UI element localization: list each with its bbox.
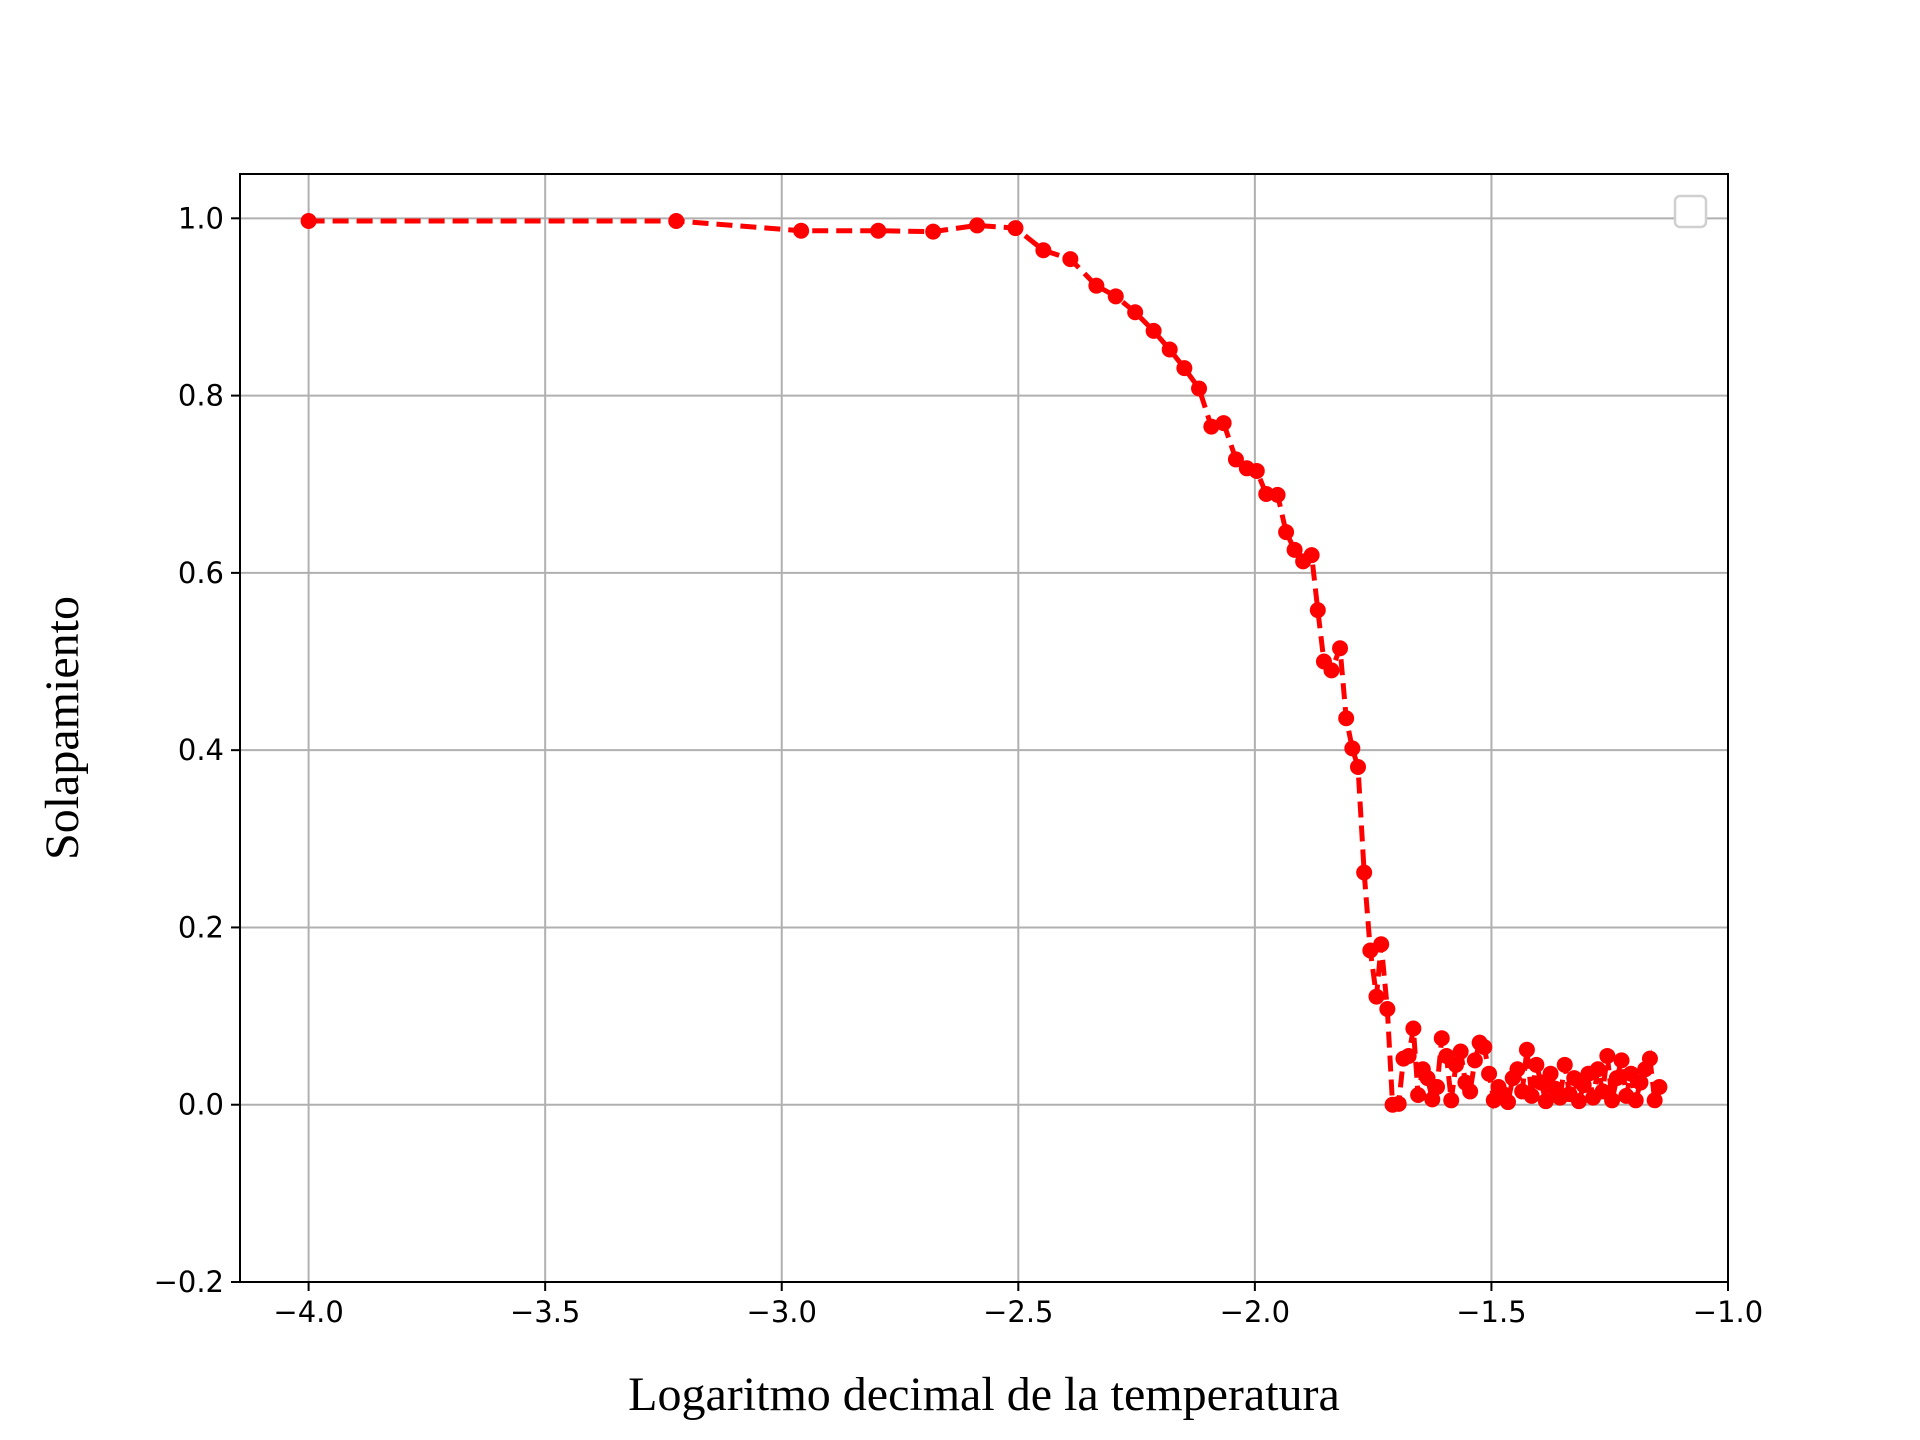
data-point [1176,360,1193,377]
data-point [1390,1095,1407,1112]
data-point [1344,740,1361,757]
data-point [1410,1086,1427,1103]
x-tick-label: −1.0 [1693,1295,1763,1329]
data-point [1476,1039,1493,1056]
data-point [1481,1065,1498,1082]
data-line [308,218,1662,1111]
data-point [1303,547,1320,564]
data-point [1278,524,1295,541]
y-tick-label: 0.6 [178,556,224,590]
y-tick-label: 1.0 [178,201,224,235]
data-point [668,212,685,229]
data-point [1227,451,1244,468]
data-point [1191,380,1208,397]
data-point [1604,1092,1621,1109]
data-point [1424,1091,1441,1108]
y-tick-label: 0.4 [178,733,224,767]
data-point [1466,1052,1483,1069]
data-point [1509,1061,1526,1078]
x-tick-label: −3.0 [747,1295,817,1329]
data-point [1356,864,1373,881]
data-point [1528,1056,1545,1073]
data-point [1608,1070,1625,1087]
data-point [1599,1047,1616,1064]
data-point [1499,1094,1516,1111]
y-tick-label: −0.2 [154,1265,224,1299]
data-point [925,223,942,240]
data-point [969,217,986,234]
data-point [1379,1000,1396,1017]
data-point [1462,1083,1479,1100]
data-point [1447,1056,1464,1073]
data-point [1161,341,1178,358]
plot-frame [239,173,1729,1283]
data-point [1589,1061,1606,1078]
data-point [1286,541,1303,558]
data-point [1309,602,1326,619]
data-point [300,212,317,229]
data-point [1350,759,1367,776]
y-tick-label: 0.2 [178,910,224,944]
data-point [1627,1092,1644,1109]
data-point [1556,1056,1573,1073]
x-tick-label: −1.5 [1456,1295,1526,1329]
data-point [1368,988,1385,1005]
data-point [1203,418,1220,435]
data-point [1035,242,1052,259]
data-point [1570,1093,1587,1110]
y-axis-label: Solapamiento [36,596,89,860]
data-point [1523,1087,1540,1104]
data-point [1443,1092,1460,1109]
data-point [1248,462,1265,479]
data-point [1651,1078,1668,1095]
data-point [1632,1074,1649,1091]
data-point [1433,1030,1450,1047]
data-point [1269,486,1286,503]
data-point [1088,277,1105,294]
data-point [1537,1093,1554,1110]
data-point [1641,1050,1658,1067]
data-point [1127,304,1144,321]
data-point [1452,1043,1469,1060]
data-point [1332,640,1349,657]
x-tick-label: −3.5 [510,1295,580,1329]
x-axis-label: Logaritmo decimal de la temperatura [628,1368,1340,1421]
data-point [1323,662,1340,679]
data-point [1613,1052,1630,1069]
x-tick-label: −2.5 [983,1295,1053,1329]
data-point [1107,288,1124,305]
data-point [793,222,810,239]
data-point [1646,1092,1663,1109]
data-point [1007,220,1024,237]
x-tick-label: −2.0 [1220,1295,1290,1329]
data-point [1400,1047,1417,1064]
data-point [1542,1065,1559,1082]
data-point [1062,251,1079,268]
legend-box [1673,194,1708,229]
data-point [1405,1020,1422,1037]
y-tick-label: 0.0 [178,1088,224,1122]
data-point [1215,415,1232,432]
data-point [1338,710,1355,727]
x-tick-label: −4.0 [273,1295,343,1329]
data-point [1518,1041,1535,1058]
data-point [1145,322,1162,339]
data-point [1429,1078,1446,1095]
y-tick-label: 0.8 [178,379,224,413]
data-point [870,222,887,239]
data-point [1373,936,1390,953]
